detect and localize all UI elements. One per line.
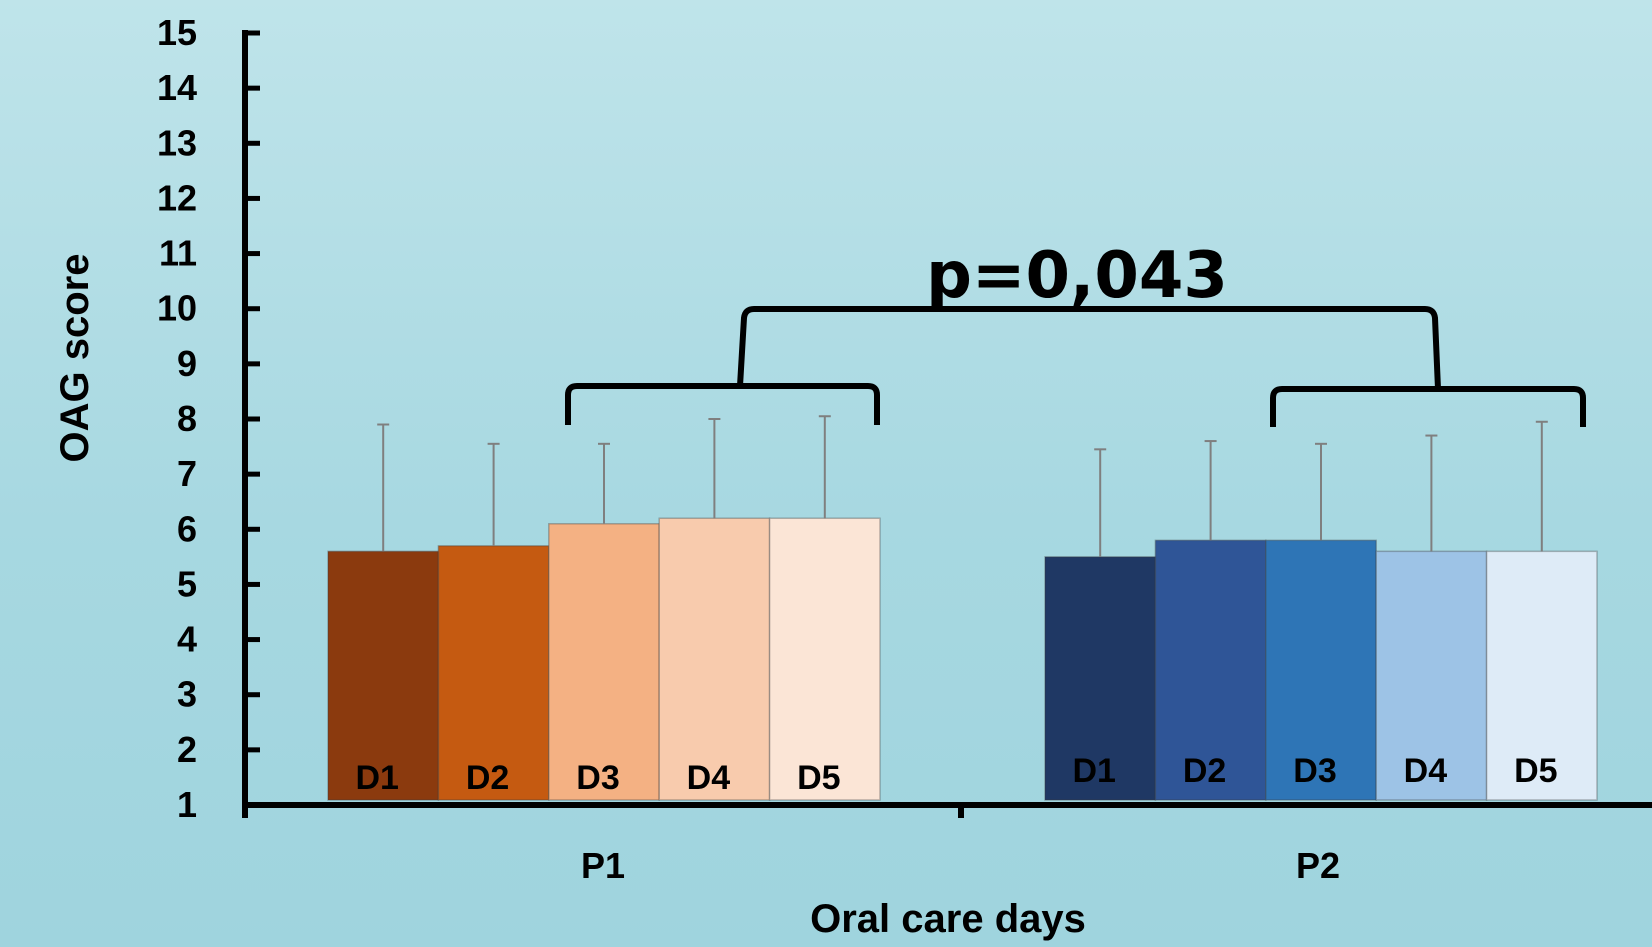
y-tick-label: 15 xyxy=(157,12,197,53)
bar-p1-d3 xyxy=(548,523,660,801)
bar-label: D2 xyxy=(466,759,509,797)
bar-p2-d3 xyxy=(1265,539,1377,801)
y-tick-label: 2 xyxy=(177,729,197,770)
bar-label: D4 xyxy=(687,759,731,797)
bracket-p2 xyxy=(1270,386,1586,427)
y-tick-label: 11 xyxy=(159,233,197,274)
y-tick-label: 4 xyxy=(177,619,197,660)
bar-label: D3 xyxy=(576,759,619,797)
y-tick-label: 3 xyxy=(177,674,197,715)
category-label-p2: P2 xyxy=(1296,845,1340,886)
bar-label: D2 xyxy=(1183,752,1226,790)
y-tick-label: 5 xyxy=(177,563,197,604)
bracket-top xyxy=(737,306,1441,390)
y-tick-label: 6 xyxy=(177,508,197,549)
y-tick-label: 12 xyxy=(157,177,197,218)
bar-label: D3 xyxy=(1293,752,1336,790)
y-axis-title: OAG score xyxy=(53,254,97,463)
y-tick-label: 8 xyxy=(177,398,197,439)
y-tick-label: 9 xyxy=(177,343,197,384)
y-tick-label: 10 xyxy=(157,288,197,329)
category-label-p1: P1 xyxy=(581,845,625,886)
y-tick-label: 1 xyxy=(177,784,197,825)
bar-label: D1 xyxy=(1072,752,1115,790)
bar-label: D1 xyxy=(355,759,398,797)
bar-label: D5 xyxy=(1514,752,1557,790)
bar-p1-d2 xyxy=(437,545,550,801)
p-value-annotation: p=0,043 xyxy=(926,239,1228,313)
bar-label: D5 xyxy=(797,759,840,797)
bracket-p1 xyxy=(565,383,880,425)
x-axis-title: Oral care days xyxy=(810,897,1086,941)
bar-p2-d1 xyxy=(1044,556,1157,801)
x-axis xyxy=(242,802,1652,818)
bar-p1-d1 xyxy=(327,550,440,801)
y-tick-label: 13 xyxy=(157,122,197,163)
y-tick-label: 7 xyxy=(177,453,197,494)
significance-brackets xyxy=(565,306,1586,427)
bar-p1-d5 xyxy=(768,517,881,801)
bar-p2-d2 xyxy=(1154,539,1267,801)
bar-p1-d4 xyxy=(658,517,771,801)
bar-p2-d4 xyxy=(1375,550,1488,801)
bars-layer: D1 D2 D3 D4 D5 D1 D2 D3 D4 D5 xyxy=(327,415,1598,801)
bar-label: D4 xyxy=(1404,752,1448,790)
y-tick-label: 14 xyxy=(157,67,197,108)
